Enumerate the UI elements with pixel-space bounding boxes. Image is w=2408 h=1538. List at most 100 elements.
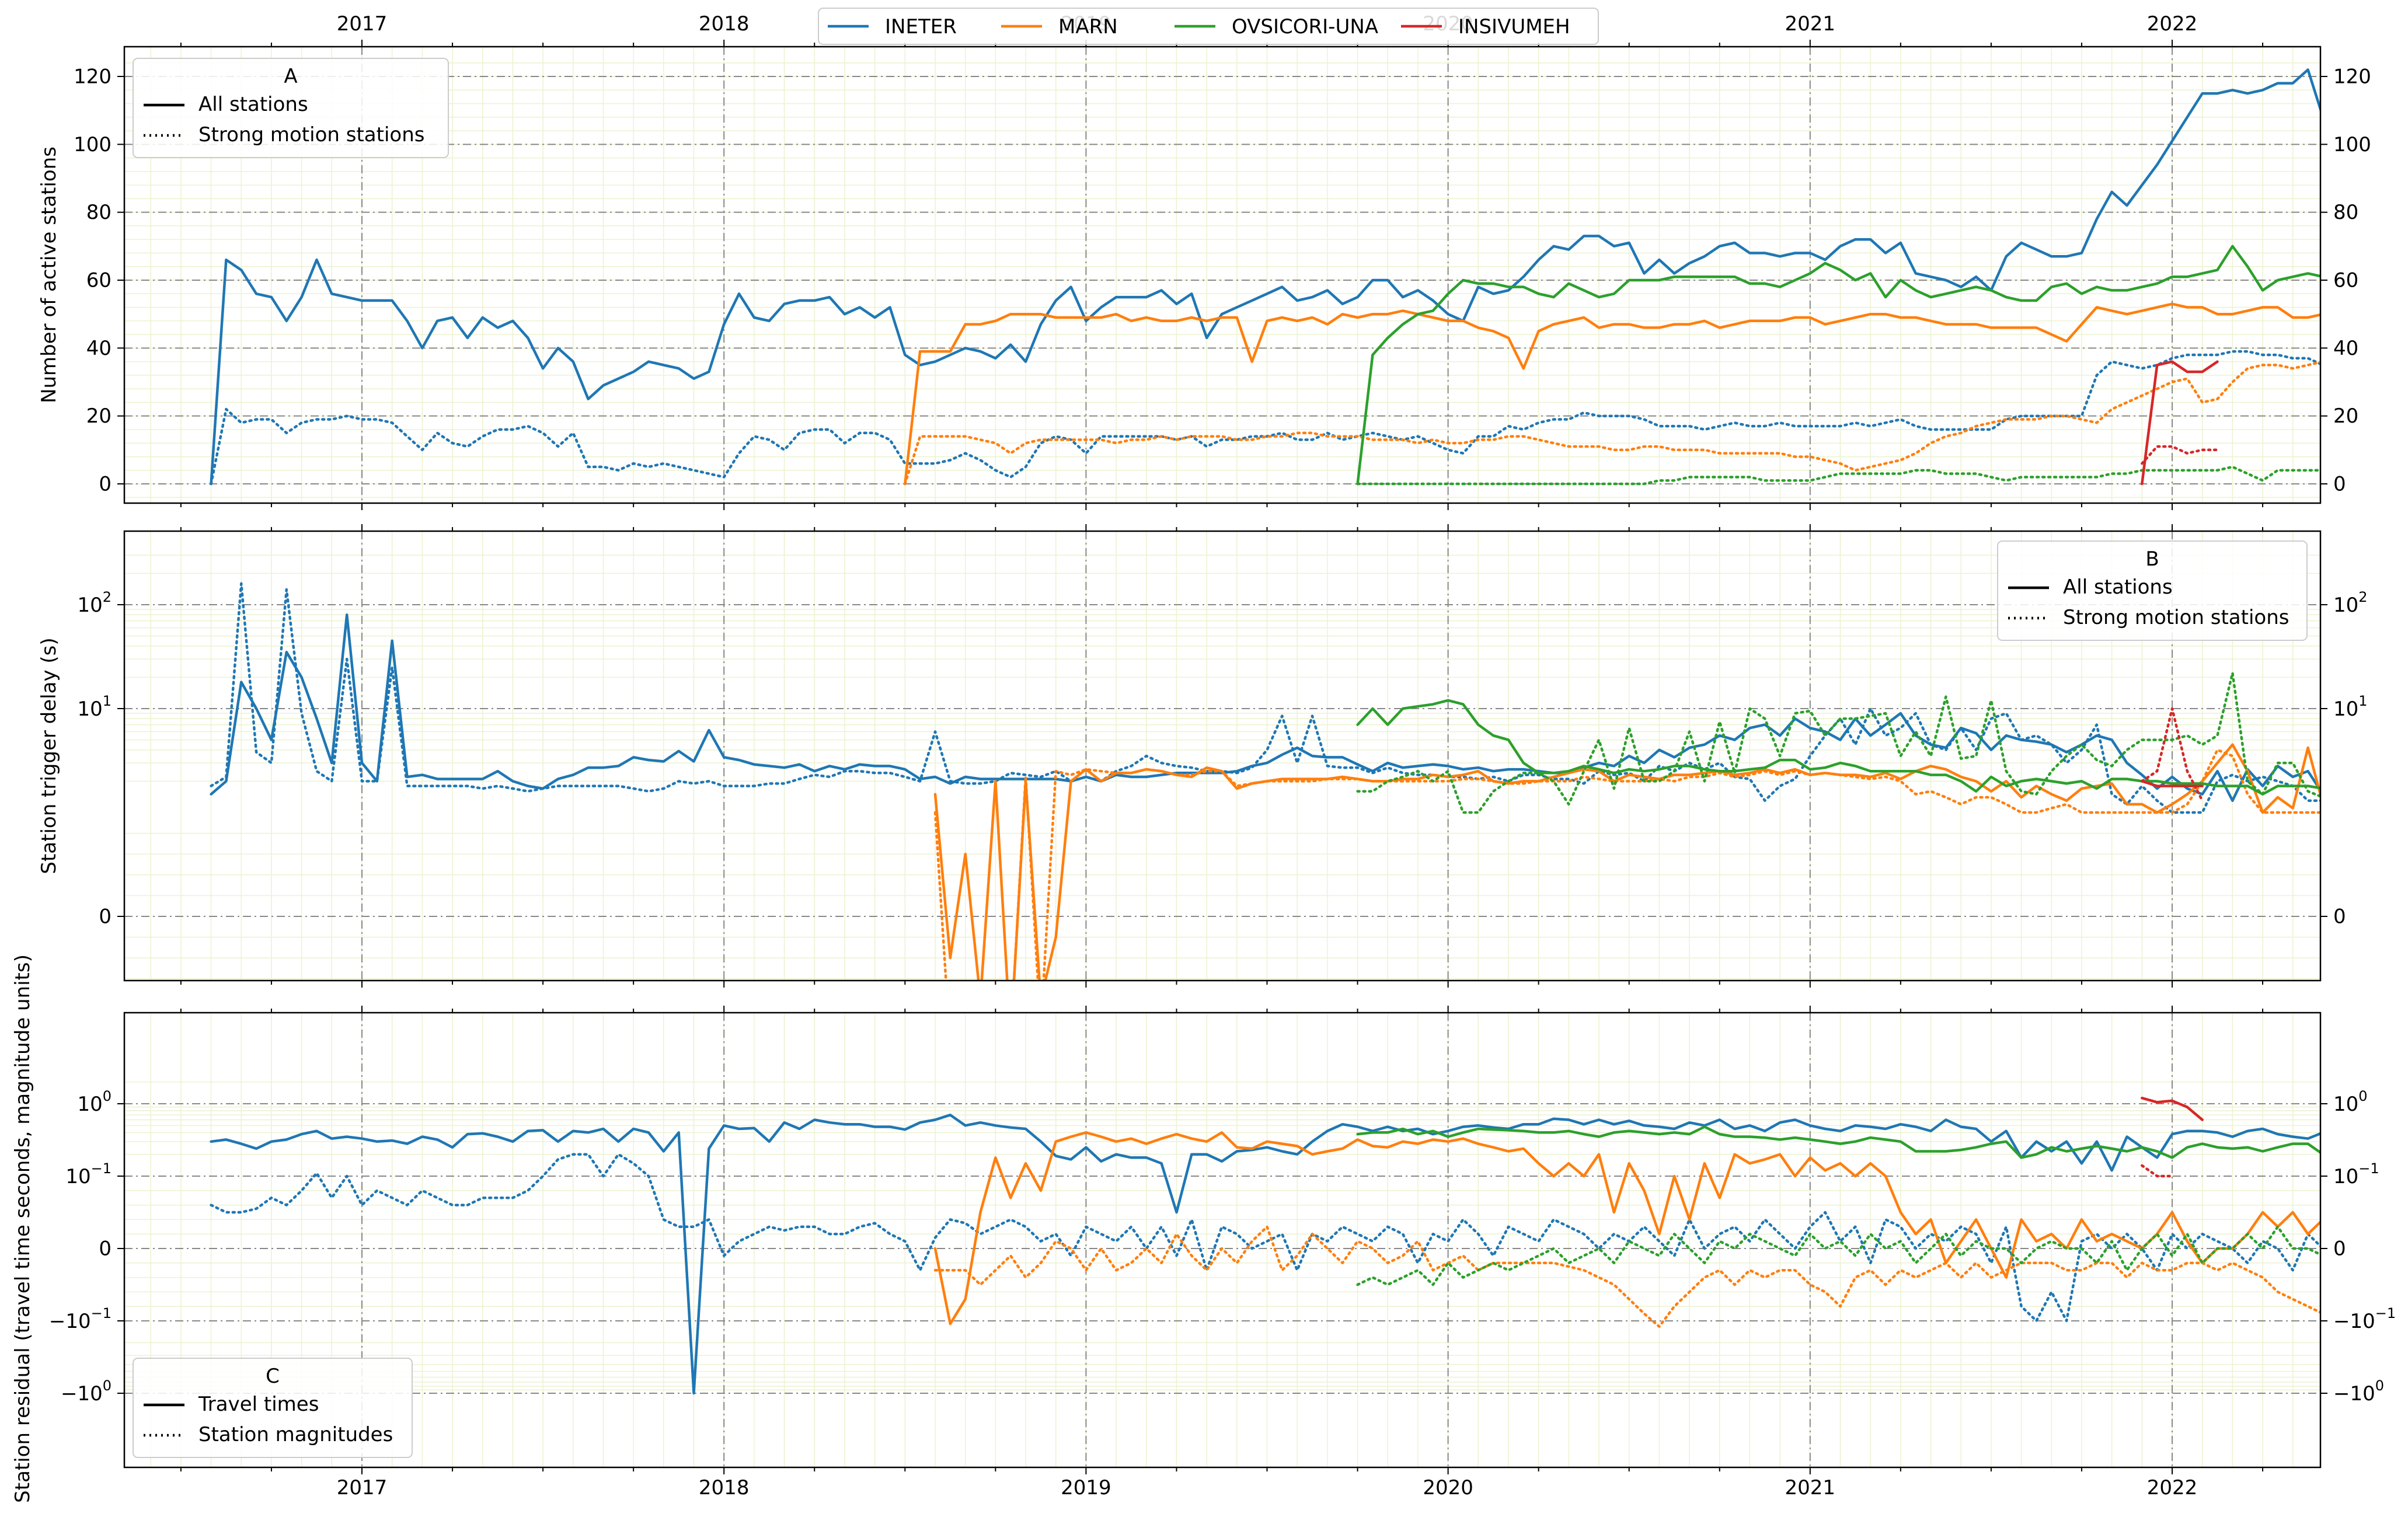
y-tick-label-left: 0 <box>99 473 111 496</box>
y-tick-label-left: −10−1 <box>49 1305 111 1333</box>
legend-entry: Strong motion stations <box>198 123 424 147</box>
series-ovsicori-una-dotted <box>1356 465 2320 486</box>
y-tick-label-right: 60 <box>2333 269 2358 292</box>
legend-entry: Station magnitudes <box>198 1423 393 1446</box>
y-tick-label-right: 80 <box>2333 201 2358 224</box>
series-insivumeh-dotted <box>2141 1164 2174 1178</box>
y-tick-label-right: 0 <box>2333 1237 2346 1261</box>
axes-frame <box>123 46 2322 504</box>
y-tick-label-left: 100 <box>74 133 111 156</box>
y-axis-label: Station residual (travel time seconds, m… <box>11 954 34 1503</box>
y-tick-label-right: −100 <box>2333 1377 2384 1406</box>
series-ineter-solid <box>210 68 2320 486</box>
y-tick-label-left: 101 <box>77 693 111 721</box>
series-insivumeh-solid <box>2141 780 2204 787</box>
axes-frame <box>123 530 2322 982</box>
legend-c: C Travel times Station magnitudes <box>133 1358 413 1458</box>
y-tick-label-left: 0 <box>99 1237 111 1261</box>
y-tick-label-left: 102 <box>77 589 111 617</box>
panel-b: 0 0 101 101 102 102 Station trigger delay (s) B… <box>37 524 2368 988</box>
y-tick-label-right: 100 <box>2333 1088 2368 1116</box>
series-insivumeh-dotted <box>2141 707 2204 802</box>
y-axis: 0 0 20 20 40 40 60 60 80 80 100 100 120 120 <box>74 65 2371 496</box>
y-tick-label-left: 80 <box>86 201 111 224</box>
legend-title: B <box>2145 547 2159 571</box>
series-legend-label: MARN <box>1058 15 1118 39</box>
legend-box <box>133 1358 413 1458</box>
x-tick-label-bottom: 2020 <box>1423 1476 1473 1499</box>
legend-title: A <box>284 65 297 88</box>
series-marn-solid <box>933 1131 2320 1326</box>
series-group <box>210 1096 2320 1395</box>
y-tick-label-left: 120 <box>74 65 111 89</box>
x-tick-label-top: 2018 <box>699 12 750 36</box>
y-tick-label-left: 10−1 <box>65 1160 111 1188</box>
y-tick-label-right: 20 <box>2333 404 2358 428</box>
y-tick-label-right: 0 <box>2333 473 2346 496</box>
series-ineter-dotted <box>210 1153 2320 1323</box>
x-axis: 2017 2018 2019 2020 2021 2022 <box>180 1006 2264 1499</box>
legend-box <box>133 58 449 158</box>
series-ovsicori-una-dotted <box>1356 671 2320 814</box>
series-marn-dotted <box>933 748 2320 981</box>
grid <box>124 531 2320 981</box>
y-tick-label-left: 0 <box>99 905 111 929</box>
series-group <box>210 582 2320 981</box>
legend-entry: All stations <box>2063 576 2173 599</box>
series-insivumeh-solid <box>2141 1096 2204 1121</box>
series-legend-label: OVSICORI-UNA <box>1232 15 1378 39</box>
legend-b: B All stations Strong motion stations <box>1997 540 2308 641</box>
series-ovsicori-una-solid <box>1356 699 2320 796</box>
legend-title: C <box>266 1365 280 1388</box>
y-tick-label-right: 101 <box>2333 693 2368 721</box>
x-tick-label-top: 2021 <box>1785 12 1836 36</box>
y-tick-label-right: 100 <box>2333 133 2371 156</box>
panel-c: 2017 2018 2019 2020 2021 2022−100 −100−10−1 −10… <box>11 954 2396 1503</box>
y-axis: −100 −100 −10−1 −10−1 0 0 10−1 10−1 100 100 <box>49 1088 2396 1406</box>
grid <box>124 47 2320 503</box>
series-ineter-dotted <box>210 350 2320 486</box>
series-ineter-solid <box>210 1113 2320 1395</box>
series-group <box>210 68 2320 486</box>
y-axis-label: Station trigger delay (s) <box>37 637 61 874</box>
y-tick-label-left: 60 <box>86 269 111 292</box>
series-ovsicori-una-solid <box>1356 245 2320 486</box>
legend-entry: All stations <box>198 93 308 116</box>
y-tick-label-left: 100 <box>77 1088 111 1116</box>
legend-box <box>1997 540 2308 641</box>
y-tick-label-right: 120 <box>2333 65 2371 89</box>
series-ineter-dotted <box>210 582 2320 814</box>
x-axis <box>180 524 2264 988</box>
x-tick-label-bottom: 2022 <box>2147 1476 2198 1499</box>
x-tick-label-bottom: 2021 <box>1785 1476 1836 1499</box>
x-tick-label-top: 2022 <box>2147 12 2198 36</box>
y-tick-label-left: 40 <box>86 337 111 360</box>
series-legend-label: INSIVUMEH <box>1458 15 1570 39</box>
x-tick-label-top: 2017 <box>337 12 388 36</box>
series-legend-label: INETER <box>885 15 957 39</box>
series-marn-dotted <box>904 361 2320 486</box>
y-tick-label-right: −10−1 <box>2333 1305 2396 1333</box>
x-tick-label-bottom: 2019 <box>1061 1476 1111 1499</box>
series-insivumeh-dotted <box>2141 445 2219 465</box>
grid <box>124 1013 2320 1467</box>
series-insivumeh-solid <box>2141 360 2219 486</box>
y-tick-label-right: 10−1 <box>2333 1160 2379 1188</box>
top-legend: INETER MARN OVSICORI-UNA INSIVUMEH <box>818 8 1599 45</box>
x-tick-label-bottom: 2018 <box>699 1476 750 1499</box>
series-ovsicori-una-dotted <box>1356 1225 2320 1286</box>
legend-entry: Strong motion stations <box>2063 606 2289 629</box>
y-axis-label: Number of active stations <box>37 147 61 403</box>
y-tick-label-right: 40 <box>2333 337 2358 360</box>
y-tick-label-right: 102 <box>2333 589 2368 617</box>
series-marn-dotted <box>933 1225 2320 1328</box>
y-axis: 0 0 101 101 102 102 <box>77 589 2367 929</box>
y-tick-label-left: −100 <box>61 1377 111 1406</box>
axes-frame <box>123 1012 2322 1469</box>
series-marn-solid <box>904 302 2320 486</box>
y-tick-label-left: 20 <box>86 404 111 428</box>
legend-entry: Travel times <box>198 1393 319 1416</box>
legend-a: A All stations Strong motion stations <box>133 58 449 158</box>
x-tick-label-bottom: 2017 <box>337 1476 388 1499</box>
